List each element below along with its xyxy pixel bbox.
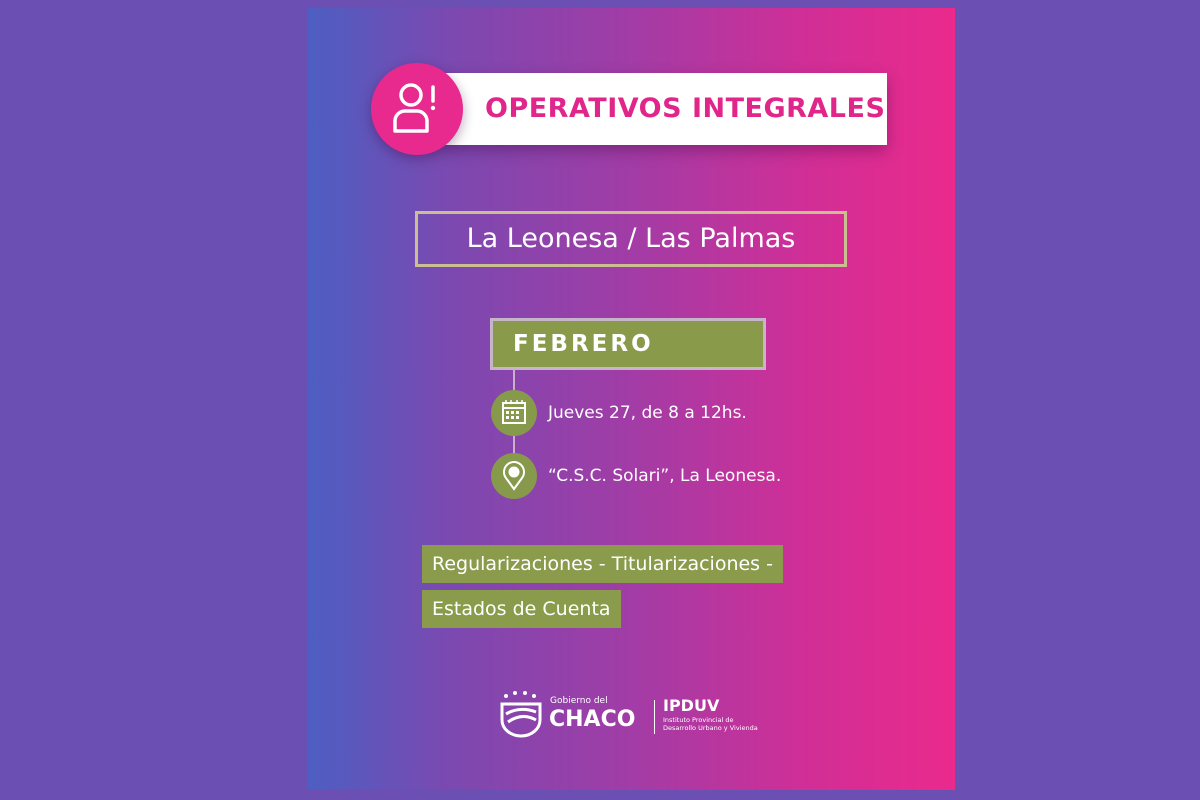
calendar-icon — [502, 400, 526, 424]
schedule-place: “C.S.C. Solari”, La Leonesa. — [548, 466, 782, 486]
header-title: OPERATIVOS INTEGRALES — [485, 93, 886, 124]
poster: OPERATIVOS INTEGRALES La Leonesa / Las P… — [308, 8, 955, 790]
ipduv-line1: Instituto Provincial de — [663, 716, 734, 724]
calendar-icon-circle — [491, 390, 537, 436]
service-tag: Estados de Cuenta — [422, 590, 621, 628]
map-pin-icon — [503, 461, 525, 491]
location-title: La Leonesa / Las Palmas — [415, 211, 847, 267]
chaco-logo-icon — [500, 691, 542, 738]
map-pin-icon-circle — [491, 453, 537, 499]
month-label: FEBRERO — [490, 318, 766, 370]
month-text: FEBRERO — [513, 331, 654, 357]
user-alert-icon — [393, 83, 436, 133]
logo-divider — [654, 700, 655, 734]
ipduv-text: IPDUV — [663, 696, 720, 715]
ipduv-line2: Desarrollo Urbano y Vivienda — [663, 724, 758, 732]
header-banner: OPERATIVOS INTEGRALES — [445, 73, 887, 145]
header-icon-circle — [371, 63, 463, 155]
gov-small-text: Gobierno del — [550, 696, 608, 706]
gov-big-text: CHACO — [549, 707, 636, 732]
schedule-date: Jueves 27, de 8 a 12hs. — [548, 403, 747, 423]
service-tag: Regularizaciones - Titularizaciones - — [422, 545, 783, 583]
